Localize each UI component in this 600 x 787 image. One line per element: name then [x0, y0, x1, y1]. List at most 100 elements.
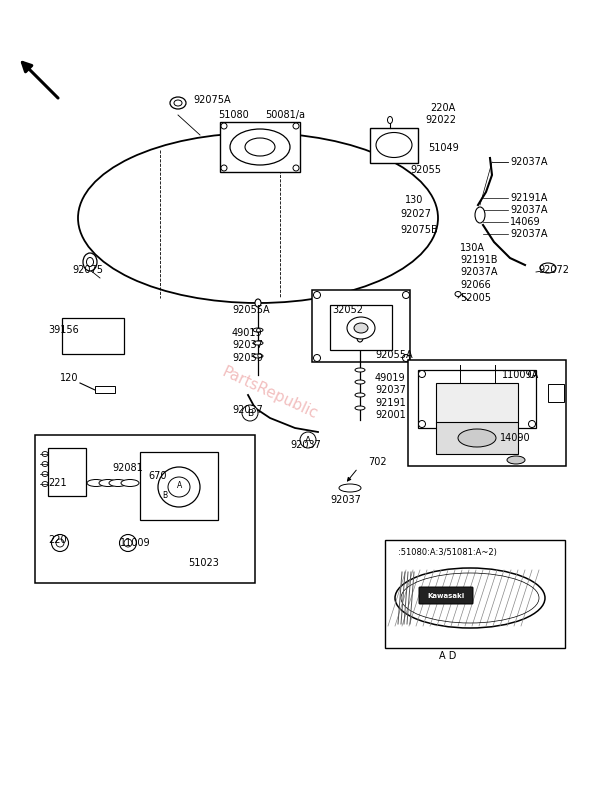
Ellipse shape	[119, 534, 137, 552]
Ellipse shape	[253, 354, 263, 358]
Text: 92075B: 92075B	[400, 225, 438, 235]
Ellipse shape	[529, 420, 535, 427]
Ellipse shape	[403, 291, 409, 298]
Bar	[220, 122, 300, 172]
Text: 11009A: 11009A	[502, 370, 539, 380]
Ellipse shape	[395, 568, 545, 628]
Bar	[408, 360, 566, 466]
FancyBboxPatch shape	[419, 587, 473, 604]
Ellipse shape	[418, 371, 425, 378]
Ellipse shape	[78, 133, 438, 303]
Ellipse shape	[121, 479, 139, 486]
Ellipse shape	[403, 354, 409, 361]
Text: 92037A: 92037A	[460, 267, 497, 277]
Ellipse shape	[52, 534, 68, 552]
Ellipse shape	[355, 380, 365, 384]
Text: 51080: 51080	[218, 110, 249, 120]
Text: PartsRepublic: PartsRepublic	[220, 364, 320, 423]
Ellipse shape	[355, 393, 365, 397]
Text: 92081: 92081	[112, 463, 143, 473]
Ellipse shape	[242, 405, 258, 421]
Text: 11009: 11009	[120, 538, 151, 548]
Text: 50081/a: 50081/a	[265, 110, 305, 120]
Ellipse shape	[347, 317, 375, 339]
Ellipse shape	[376, 132, 412, 157]
Text: Kawasaki: Kawasaki	[427, 593, 464, 599]
Ellipse shape	[124, 539, 132, 547]
Text: 51023: 51023	[188, 558, 219, 568]
Ellipse shape	[300, 432, 316, 448]
Bar	[418, 370, 536, 428]
Text: 92055A: 92055A	[232, 305, 269, 315]
Bar	[436, 422, 518, 454]
Bar	[48, 448, 86, 496]
Bar	[95, 386, 115, 393]
Ellipse shape	[86, 257, 94, 267]
Bar	[62, 318, 124, 354]
Text: 49019: 49019	[375, 373, 406, 383]
Bar	[330, 305, 392, 350]
Ellipse shape	[170, 97, 186, 109]
Text: 92037: 92037	[330, 495, 361, 505]
Ellipse shape	[293, 165, 299, 171]
Text: 220A: 220A	[430, 103, 455, 113]
Text: 92055: 92055	[410, 165, 441, 175]
Text: 92037: 92037	[232, 340, 263, 350]
Text: 39156: 39156	[48, 325, 79, 335]
Ellipse shape	[245, 138, 275, 156]
Ellipse shape	[355, 406, 365, 410]
Text: 92037A: 92037A	[510, 205, 547, 215]
Ellipse shape	[458, 429, 496, 447]
Ellipse shape	[158, 467, 200, 507]
Ellipse shape	[339, 484, 361, 492]
Ellipse shape	[529, 371, 535, 378]
Text: 14069: 14069	[510, 217, 541, 227]
Ellipse shape	[42, 482, 48, 486]
Ellipse shape	[230, 129, 290, 165]
Ellipse shape	[255, 299, 261, 307]
Ellipse shape	[313, 354, 320, 361]
Text: 130: 130	[405, 195, 424, 205]
Text: 92075: 92075	[72, 265, 103, 275]
Text: B: B	[247, 408, 253, 417]
Text: 92072: 92072	[538, 265, 569, 275]
Text: A D: A D	[439, 651, 457, 661]
Ellipse shape	[253, 341, 263, 345]
Ellipse shape	[388, 116, 392, 124]
Ellipse shape	[56, 539, 64, 547]
Text: 92191B: 92191B	[460, 255, 497, 265]
Text: 220: 220	[48, 535, 67, 545]
Ellipse shape	[313, 291, 320, 298]
Ellipse shape	[507, 456, 525, 464]
Ellipse shape	[174, 100, 182, 106]
Text: 92191A: 92191A	[510, 193, 547, 203]
Ellipse shape	[42, 471, 48, 476]
Ellipse shape	[109, 479, 127, 486]
Ellipse shape	[221, 123, 227, 129]
Text: 52005: 52005	[460, 293, 491, 303]
Ellipse shape	[354, 323, 368, 333]
Text: 92066: 92066	[460, 280, 491, 290]
Ellipse shape	[455, 291, 461, 297]
Ellipse shape	[355, 368, 365, 372]
Text: 221: 221	[48, 478, 67, 488]
Text: 32052: 32052	[332, 305, 363, 315]
Text: 92037A: 92037A	[510, 157, 547, 167]
Bar	[385, 540, 565, 648]
Text: 92191: 92191	[375, 398, 406, 408]
Ellipse shape	[42, 452, 48, 456]
Bar	[370, 128, 418, 163]
Ellipse shape	[293, 123, 299, 129]
Ellipse shape	[357, 334, 363, 342]
Text: 120: 120	[60, 373, 79, 383]
Bar	[140, 452, 218, 520]
Text: 92037: 92037	[232, 405, 263, 415]
Ellipse shape	[418, 420, 425, 427]
Text: A: A	[305, 435, 311, 445]
Text: 92037: 92037	[290, 440, 321, 450]
Ellipse shape	[475, 207, 485, 223]
Ellipse shape	[168, 477, 190, 497]
Ellipse shape	[221, 165, 227, 171]
Ellipse shape	[87, 479, 105, 486]
Text: 702: 702	[368, 457, 386, 467]
